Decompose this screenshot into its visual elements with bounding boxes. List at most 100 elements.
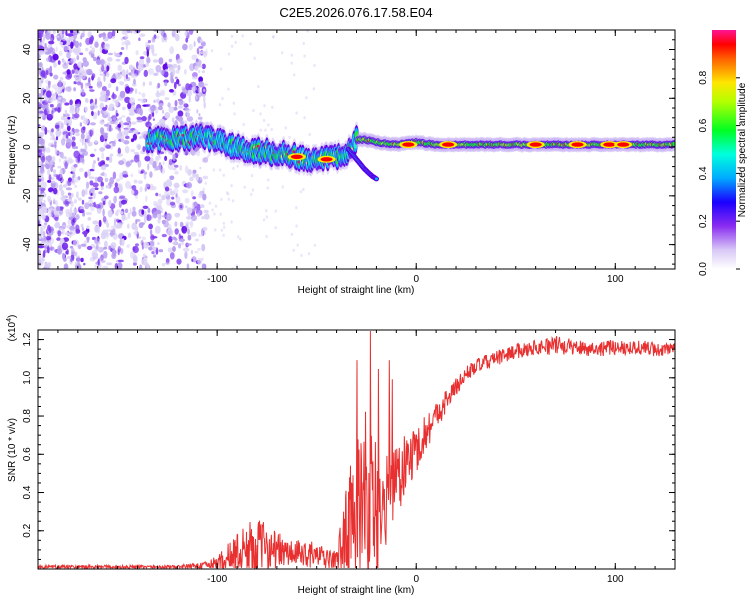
noise-speckle	[103, 74, 106, 82]
noise-speckle	[94, 264, 99, 269]
noise-speckle	[94, 41, 99, 48]
noise-speckle	[129, 208, 132, 215]
noise-speckle	[94, 225, 100, 233]
noise-speckle	[108, 245, 111, 251]
hot-spot-core	[529, 142, 542, 147]
noise-speckle	[219, 67, 223, 71]
noise-speckle	[169, 201, 176, 206]
noise-speckle	[239, 237, 242, 241]
noise-speckle	[146, 264, 150, 269]
noise-speckle	[262, 118, 266, 123]
noise-speckle	[73, 176, 79, 183]
hot-spot-core	[290, 154, 303, 159]
noise-speckle	[47, 81, 51, 89]
noise-speckle	[77, 61, 83, 69]
noise-speckle	[138, 37, 141, 41]
noise-speckle	[158, 57, 164, 65]
noise-speckle	[167, 247, 173, 253]
noise-speckle	[155, 203, 162, 208]
noise-speckle	[185, 221, 190, 226]
noise-speckle	[164, 97, 170, 101]
noise-speckle	[100, 165, 107, 171]
noise-speckle	[107, 107, 113, 112]
noise-speckle	[270, 127, 273, 132]
noise-speckle	[69, 58, 74, 65]
noise-speckle	[172, 63, 178, 69]
noise-speckle	[89, 203, 92, 207]
noise-speckle	[180, 241, 185, 246]
noise-speckle	[154, 225, 161, 234]
noise-speckle	[65, 134, 69, 139]
noise-speckle	[119, 90, 126, 99]
snr-scale-close: )	[7, 315, 18, 318]
noise-speckle	[146, 49, 149, 57]
noise-speckle	[77, 155, 81, 163]
snr-ylabel: SNR (10 * v/v)	[7, 418, 18, 482]
noise-speckle	[79, 52, 84, 56]
noise-speckle	[70, 132, 73, 139]
colorbar-tick-label: 0.4	[698, 166, 709, 180]
noise-speckle	[112, 117, 117, 121]
noise-speckle	[169, 175, 175, 181]
noise-speckle	[137, 63, 144, 71]
noise-speckle	[75, 214, 80, 220]
noise-speckle	[98, 191, 103, 195]
noise-speckle	[124, 208, 129, 214]
noise-speckle	[58, 50, 63, 56]
noise-speckle	[119, 211, 124, 215]
noise-speckle	[84, 202, 90, 210]
noise-speckle	[131, 185, 137, 191]
noise-speckle	[169, 181, 173, 187]
noise-speckle	[125, 86, 131, 94]
noise-speckle	[61, 195, 66, 202]
noise-speckle	[96, 80, 103, 89]
noise-speckle	[137, 169, 141, 174]
noise-speckle	[147, 40, 151, 44]
noise-speckle	[292, 248, 295, 252]
noise-speckle	[100, 181, 104, 188]
noise-speckle	[144, 186, 147, 192]
noise-speckle	[143, 69, 148, 77]
noise-speckle	[119, 51, 123, 55]
noise-speckle	[172, 106, 178, 111]
noise-speckle	[92, 162, 95, 170]
noise-speckle	[38, 137, 44, 145]
noise-speckle	[90, 104, 95, 111]
noise-speckle	[103, 173, 107, 177]
noise-speckle	[214, 204, 218, 208]
noise-speckle	[93, 56, 97, 62]
noise-speckle	[169, 89, 174, 93]
noise-speckle	[55, 200, 59, 208]
noise-speckle	[165, 213, 172, 221]
noise-speckle	[62, 184, 67, 188]
noise-speckle	[302, 41, 305, 46]
noise-speckle	[52, 53, 59, 61]
noise-speckle	[259, 128, 262, 132]
noise-speckle	[113, 186, 120, 194]
noise-speckle	[162, 215, 167, 218]
noise-speckle	[42, 34, 46, 42]
noise-speckle	[45, 90, 52, 98]
noise-speckle	[208, 201, 212, 205]
noise-speckle	[171, 241, 177, 245]
noise-speckle	[151, 236, 158, 239]
noise-speckle	[266, 186, 269, 190]
noise-speckle	[172, 154, 176, 162]
noise-speckle	[164, 112, 171, 119]
noise-speckle	[186, 182, 193, 189]
noise-speckle	[85, 37, 91, 46]
noise-speckle	[106, 126, 114, 132]
spec-xtick-label: 0	[413, 274, 419, 285]
noise-speckle	[64, 109, 68, 114]
noise-speckle	[305, 96, 308, 100]
noise-speckle	[124, 30, 128, 33]
noise-speckle	[172, 30, 177, 33]
noise-speckle	[45, 70, 49, 75]
noise-speckle	[97, 110, 100, 116]
noise-speckle	[59, 206, 64, 211]
noise-speckle	[120, 38, 124, 41]
noise-speckle	[74, 40, 80, 49]
noise-speckle	[89, 180, 94, 186]
noise-speckle	[198, 46, 204, 49]
